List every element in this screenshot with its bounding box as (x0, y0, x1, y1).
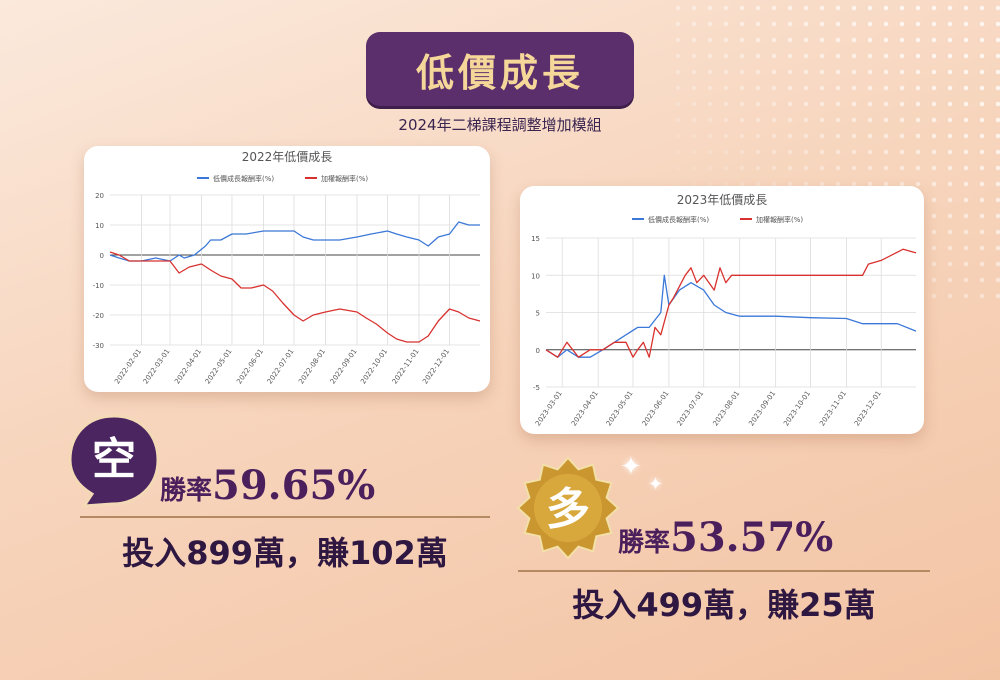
x-tick-label: 2022-08-01 (297, 348, 327, 386)
y-tick-label: 10 (531, 272, 540, 280)
y-tick-label: 20 (95, 192, 104, 200)
y-tick-label: 15 (531, 235, 540, 243)
x-tick-label: 2022-06-01 (235, 348, 265, 386)
x-tick-label: 2022-02-01 (113, 348, 143, 386)
short-divider (80, 516, 490, 518)
short-badge-icon: 空 (68, 414, 160, 508)
long-win-rate-value: 53.57% (670, 514, 834, 561)
long-win-rate: 勝率53.57% (618, 514, 833, 561)
short-win-rate-value: 59.65% (212, 462, 376, 509)
short-win-rate: 勝率59.65% (160, 462, 375, 509)
chart-title: 2023年低價成長 (677, 193, 768, 207)
x-tick-label: 2022-04-01 (173, 348, 203, 386)
short-win-rate-label: 勝率 (160, 476, 213, 506)
x-tick-label: 2022-09-01 (329, 348, 359, 386)
x-tick-label: 2023-05-01 (605, 390, 635, 428)
y-tick-label: 5 (536, 310, 540, 318)
y-tick-label: 10 (95, 222, 104, 230)
legend-label: 低價成長報酬率(%) (213, 174, 274, 183)
chart-card-2023: 2023年低價成長 低價成長報酬率(%) 加權報酬率(%) 15 10 5 0 -5 2023-… (520, 186, 924, 434)
y-tick-label: -10 (93, 282, 104, 290)
short-invest-text: 投入899萬，賺102萬 (122, 534, 448, 572)
y-tick-label: -5 (533, 384, 540, 392)
page-title: 低價成長 (366, 32, 634, 106)
x-tick-label: 2023-12-01 (853, 390, 883, 428)
x-tick-label: 2023-10-01 (782, 390, 812, 428)
y-tick-label: 0 (536, 347, 540, 355)
series-line-low-price-growth (109, 221, 480, 262)
long-badge-text: 多 (546, 484, 590, 535)
x-tick-label: 2023-09-01 (747, 390, 777, 428)
series-line-weighted-index (109, 251, 481, 343)
x-tick-label: 2022-05-01 (204, 348, 234, 386)
x-tick-label: 2023-03-01 (534, 390, 564, 428)
chart-card-2022: 2022年低價成長低價成長報酬率(%) 加權報酬率(%) 20 10 0 -10 -20 -3… (84, 146, 490, 392)
x-tick-label: 2022-12-01 (421, 348, 451, 386)
series-line-weighted-index (545, 248, 917, 358)
y-tick-label: -20 (93, 312, 104, 320)
x-tick-label: 2022-03-01 (142, 348, 172, 386)
long-badge-icon: 多 (516, 456, 620, 560)
long-win-rate-label: 勝率 (618, 528, 671, 558)
y-tick-label: -30 (93, 342, 104, 350)
x-tick-label: 2023-08-01 (711, 390, 741, 428)
long-divider (518, 570, 930, 572)
x-tick-label: 2022-10-01 (359, 348, 389, 386)
legend-label: 加權報酬率(%) (321, 174, 368, 183)
y-tick-label: 0 (100, 252, 104, 260)
x-tick-label: 2022-11-01 (391, 348, 421, 386)
x-tick-label: 2023-11-01 (818, 390, 848, 428)
short-badge-text: 空 (92, 434, 136, 485)
x-tick-label: 2023-04-01 (570, 390, 600, 428)
sparkle-icon: ✦ (620, 452, 642, 482)
page-subtitle: 2024年二梯課程調整增加模組 (398, 116, 602, 134)
series-line-low-price-growth (545, 274, 917, 358)
legend-label: 加權報酬率(%) (756, 215, 803, 224)
sparkle-icon: ✦ (648, 474, 664, 495)
x-tick-label: 2022-07-01 (266, 348, 296, 386)
x-tick-label: 2023-06-01 (641, 390, 671, 428)
legend-label: 低價成長報酬率(%) (648, 215, 709, 224)
x-tick-label: 2023-07-01 (675, 390, 705, 428)
long-invest-text: 投入499萬，賺25萬 (572, 586, 876, 624)
chart-title: 2022年低價成長 (242, 150, 333, 164)
